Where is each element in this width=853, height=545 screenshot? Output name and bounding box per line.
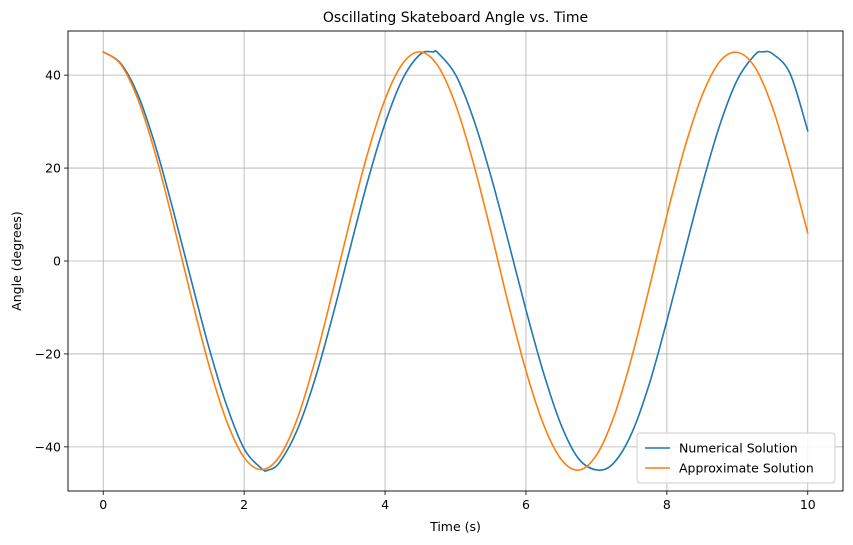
x-tick-label: 4 [381,497,389,512]
y-tick-label: −20 [35,346,61,361]
legend-box [636,432,836,484]
x-tick-label: 6 [522,497,530,512]
y-tick-label: 20 [45,161,61,176]
y-tick-label: 0 [53,254,61,269]
x-axis-ticks: 0 2 4 6 8 10 [99,491,816,512]
legend: Numerical Solution Approximate Solution [636,432,836,484]
x-tick-label: 0 [99,497,107,512]
series-line-approximate [102,51,809,471]
y-tick-label: 40 [45,68,61,83]
x-tick-label: 2 [240,497,248,512]
legend-label: Numerical Solution [679,441,798,456]
y-tick-label: −40 [35,439,61,454]
series-line-numerical [102,50,809,472]
x-axis-label: Time (s) [429,519,481,534]
chart-title: Oscillating Skateboard Angle vs. Time [323,10,588,26]
y-axis-label: Angle (degrees) [9,211,24,311]
x-tick-label: 10 [800,497,816,512]
y-axis-ticks: −40 −20 0 20 40 [35,68,68,454]
legend-label: Approximate Solution [679,461,814,476]
x-tick-label: 8 [663,497,671,512]
series-lines [102,50,809,472]
